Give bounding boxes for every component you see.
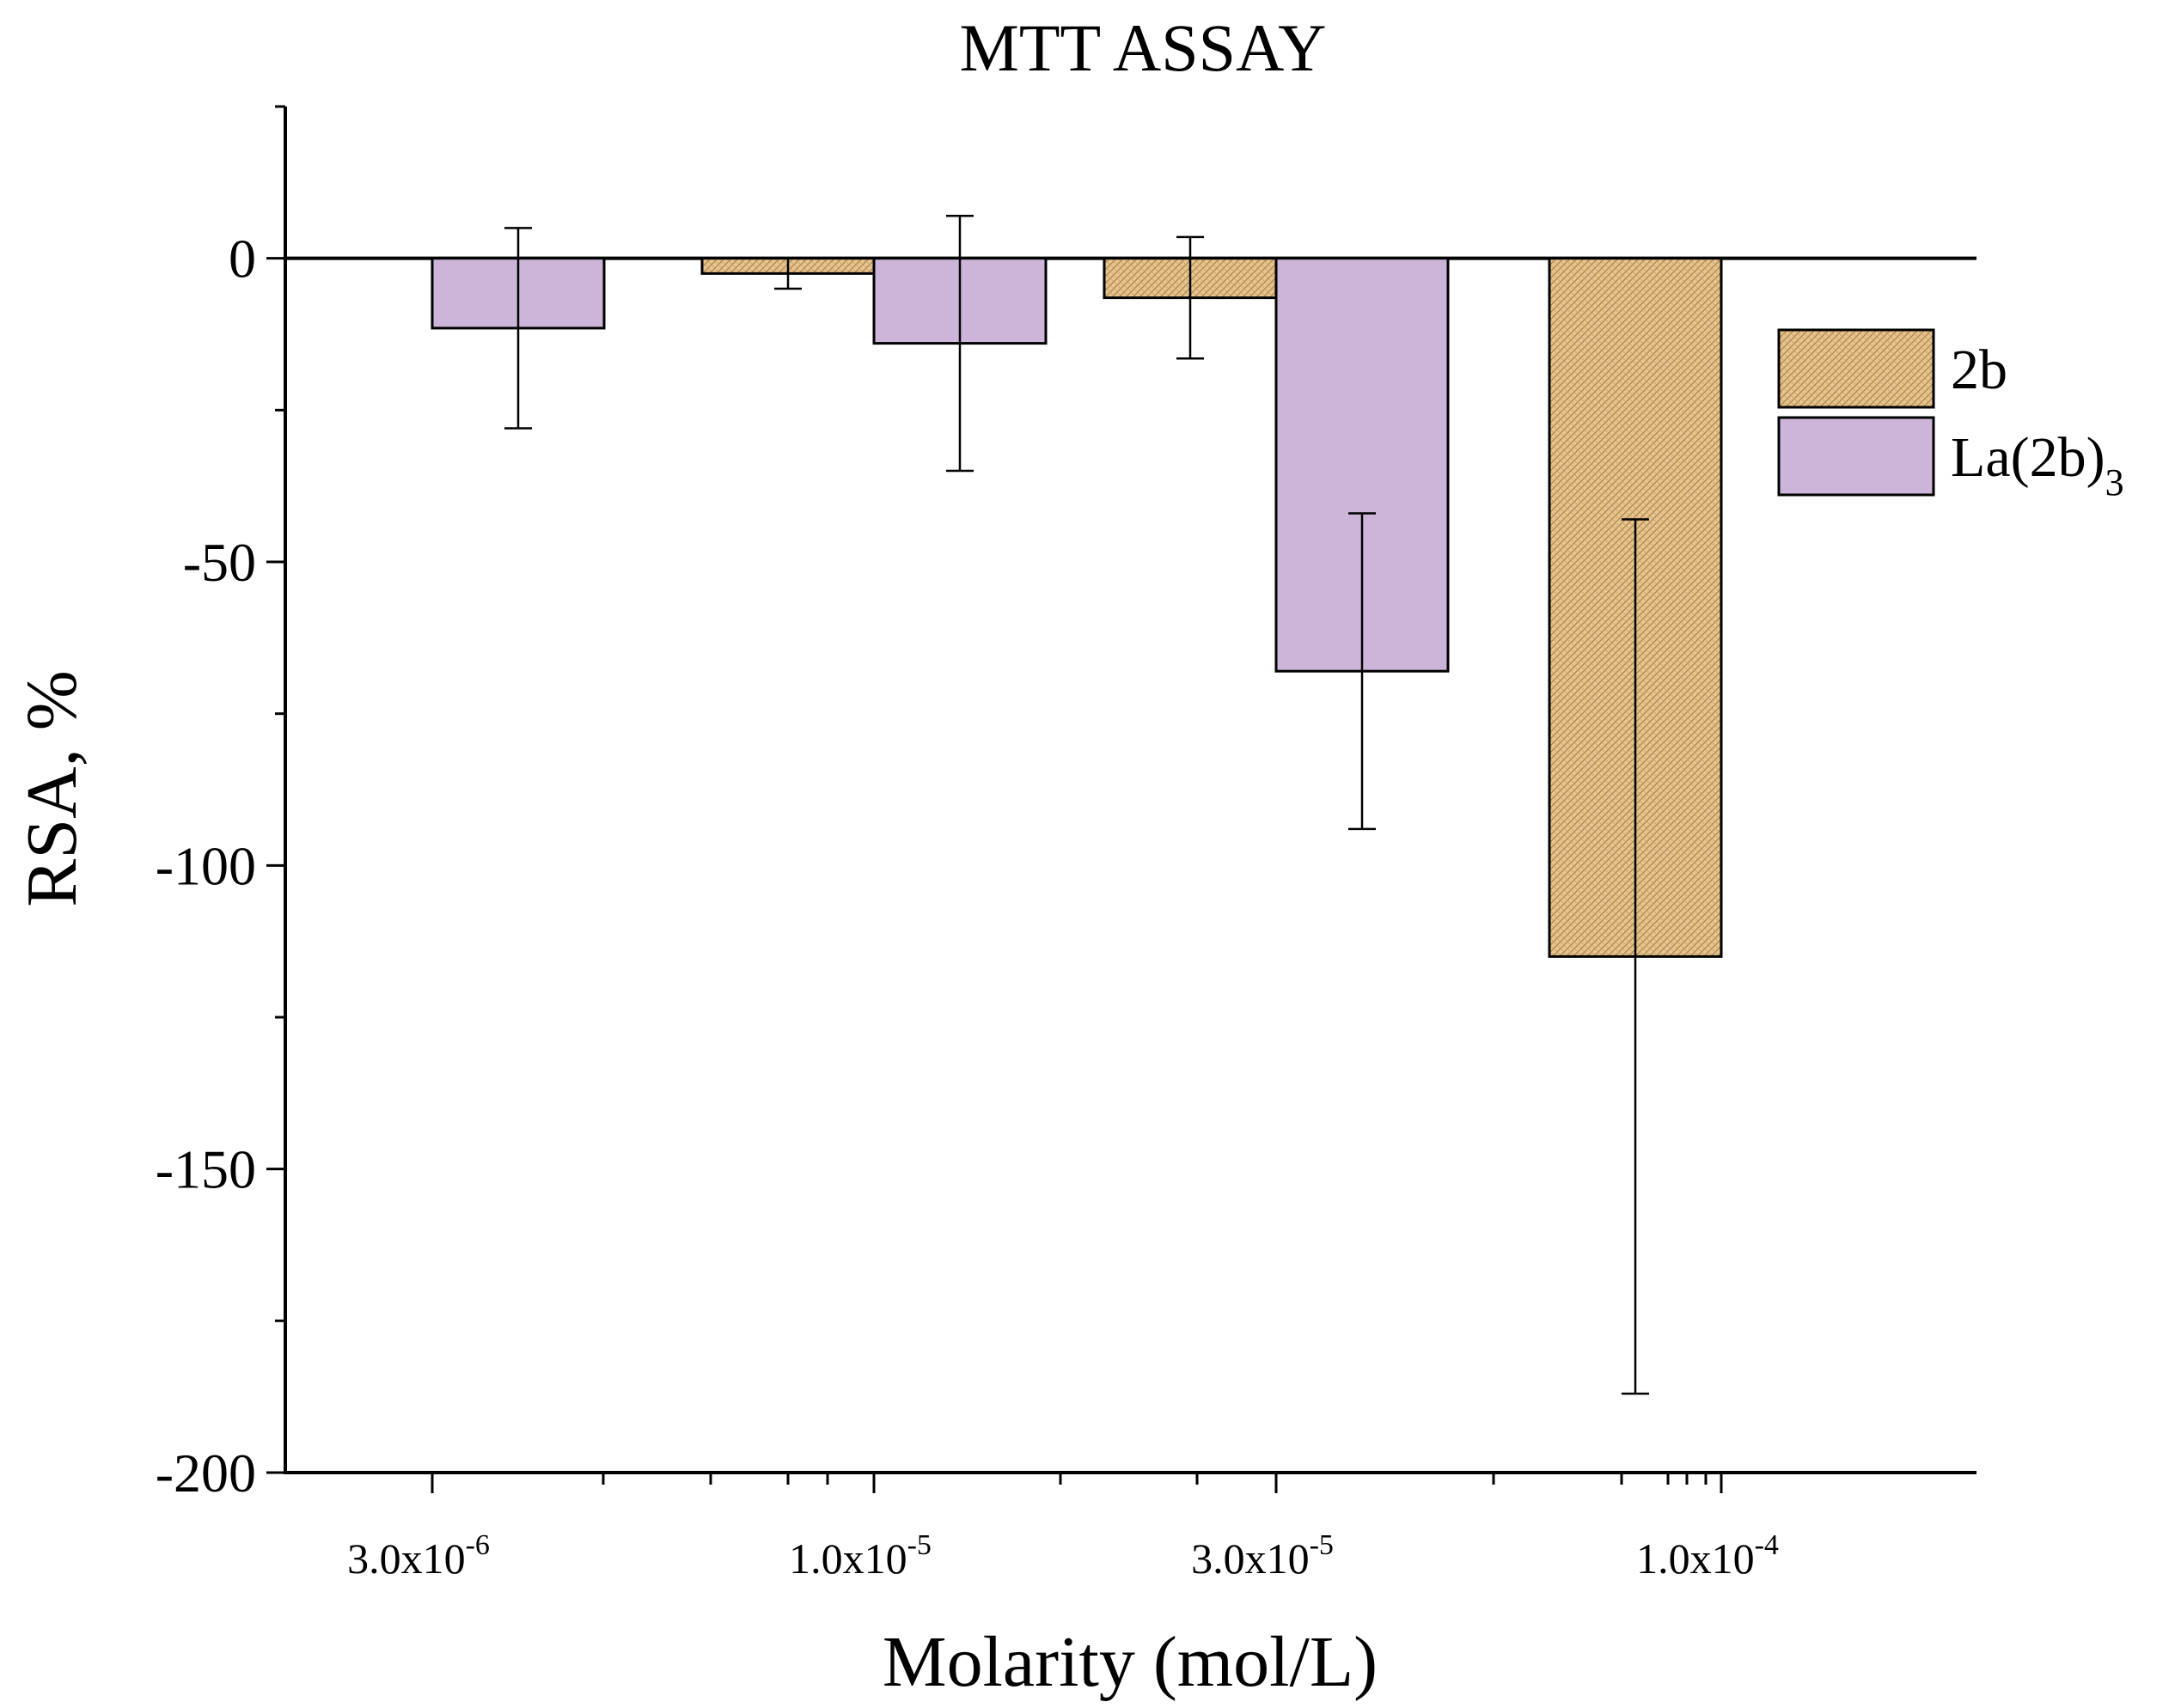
x-tick-label: 3.0x10-5 (1191, 1529, 1334, 1583)
legend: 2b La(2b)3 (1777, 328, 2124, 503)
y-tick-label: -50 (183, 532, 256, 593)
x-tick-label: 3.0x10-6 (347, 1529, 490, 1583)
y-tick-label: 0 (229, 229, 256, 290)
y-axis-label: RSA, % (12, 670, 92, 906)
y-tick-label: -100 (156, 835, 256, 896)
chart-title: MTT ASSAY (959, 10, 1326, 85)
legend-label-2b: 2b (1951, 339, 2007, 401)
legend-swatch-2b (1777, 328, 1935, 409)
x-tick-label: 1.0x10-5 (789, 1529, 932, 1583)
x-tick-label: 1.0x10-4 (1636, 1529, 1779, 1583)
y-tick-label: -150 (156, 1139, 256, 1200)
y-tick-label: -200 (156, 1443, 256, 1504)
legend-swatch-la2b3 (1777, 416, 1935, 497)
legend-label-la2b3: La(2b)3 (1951, 426, 2124, 503)
x-axis-label: Molarity (mol/L) (883, 1622, 1378, 1702)
